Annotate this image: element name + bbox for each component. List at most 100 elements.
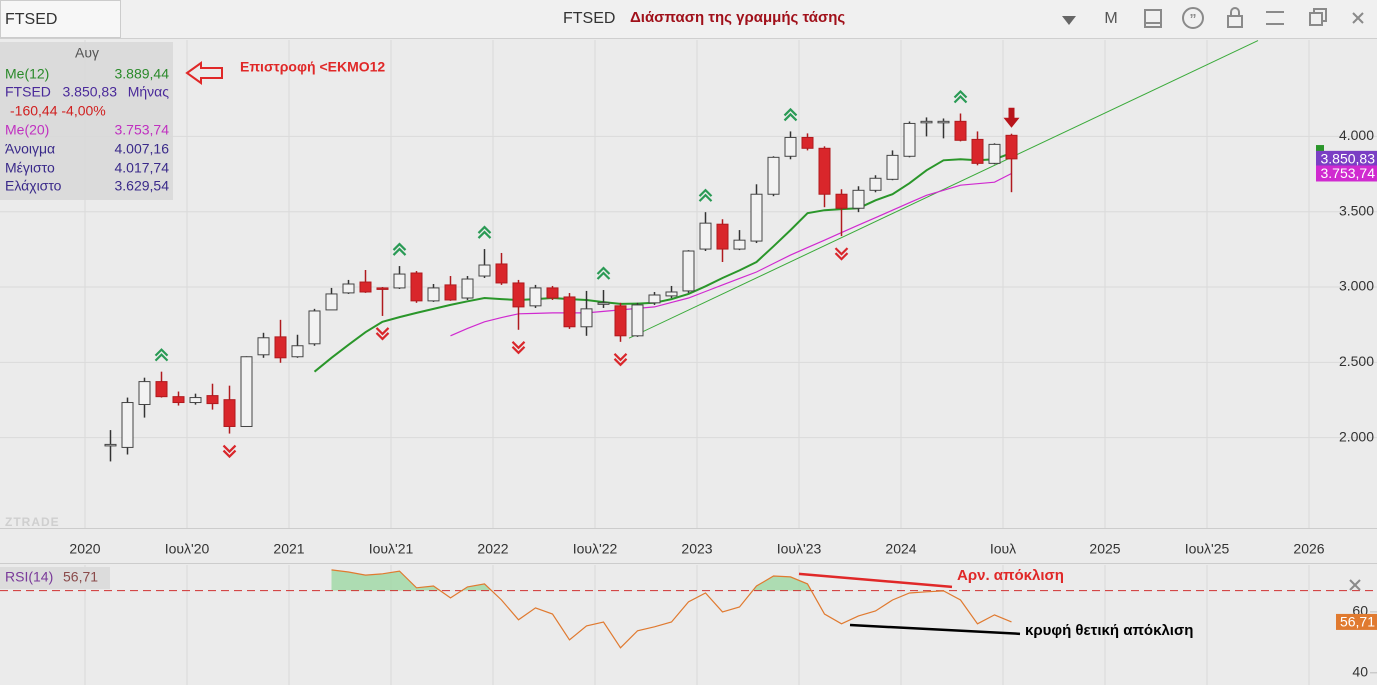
candle-body [954,120,967,141]
candle-body [308,310,321,345]
candle-body [835,193,848,209]
candle-body [716,223,729,250]
readout-label: Me(12) [5,66,49,82]
candle-body [903,122,916,157]
candle-body [342,283,355,294]
readout-value: 4.007,16 [115,141,170,157]
divergence-label: Αρν. απόκλιση [957,567,1064,584]
sell-signal [511,341,526,355]
rsi-close-button[interactable] [1349,579,1361,591]
readout-change: -160,44 -4,00% [10,103,106,119]
candle-body [665,291,678,297]
x-tick-label: 2021 [273,541,304,557]
sell-signal [834,247,849,261]
candle-body [937,120,950,124]
lock-button[interactable] [1227,7,1243,28]
price-tag-label: 3.850,83 [1321,151,1376,167]
x-tick-label: Ιουλ'23 [777,541,822,557]
x-tick-label: Ιουλ'20 [165,541,210,557]
x-tick-label: 2024 [885,541,916,557]
candle-body [376,287,389,290]
readout-value: 3.850,83 [63,84,118,100]
candle-body [597,302,610,305]
rsi-tag-label: 56,71 [1340,614,1375,630]
candle-body [461,278,474,299]
symbol-input[interactable] [0,0,121,38]
candle-body [257,337,270,356]
moving-average [313,152,1012,373]
x-tick-label: 2026 [1293,541,1324,557]
candle-body [495,263,508,284]
sell-signal [613,353,628,367]
candle-body [920,120,933,124]
candle-body [410,272,423,302]
y-tick-label: 2.000 [1339,428,1374,444]
candle-body [648,294,661,304]
y-tick-label: 3.500 [1339,202,1374,218]
sell-signal [222,444,237,459]
candle-body [444,284,457,301]
readout-label: Ελάχιστο [5,178,62,194]
plot-layer: Αρν. απόκλιση κρυφή θετική απόκλιση [0,40,1377,649]
readout-value: 3.753,74 [115,122,170,138]
readout-label: Me(20) [5,122,49,138]
candle-body [546,287,559,299]
candle-body [988,143,1001,164]
candle-body [614,305,627,337]
candle-body [155,381,168,398]
divergence-label: κρυφή θετική απόκλιση [1025,622,1193,639]
candle-body [699,222,712,250]
restore-button[interactable] [1309,8,1327,26]
candle-body [121,402,134,448]
candle-body [971,138,984,164]
candle-body [104,443,117,447]
candle-body [750,193,763,242]
grid-layer: 2020 Ιουλ'20 2021 Ιουλ'21 2022 Ιουλ'22 2023 Ιου… [0,40,1377,685]
menu-button[interactable] [1266,11,1284,25]
candle-body [172,396,185,404]
candle-body [223,399,236,427]
candle-body [325,293,338,311]
x-tick-label: Ιουλ [990,541,1016,557]
y-tick-label: 3.000 [1339,278,1374,294]
rsi-label-box [0,567,110,589]
candle-body [631,304,644,337]
candle-body [1005,134,1018,160]
panel-button[interactable] [1144,9,1162,28]
divergence-line [798,572,953,589]
moving-average [450,172,1012,337]
rsi-line [331,569,1012,649]
readout-label: Άνοιγμα [5,141,55,157]
rsi-value: 56,71 [63,569,98,585]
candle-body [393,273,406,289]
x-tick-label: Ιουλ'25 [1185,541,1230,557]
trendline [628,40,1259,339]
buy-signal [154,348,169,362]
buy-signal [953,89,968,104]
candle-body [291,345,304,358]
close-button[interactable] [1352,12,1364,24]
rsi-tag [1336,613,1377,630]
overbought-fill [331,569,812,591]
candle-body [512,282,525,308]
candle-body [580,308,593,328]
period-button[interactable]: M [1104,10,1117,27]
toolbar [0,0,1377,38]
buy-signal [698,188,713,202]
price-tag [1316,165,1377,182]
y-tick-label: 4.000 [1339,127,1374,143]
candle-body [767,156,780,195]
readout-value: 4.017,74 [115,160,170,176]
buy-signal [392,242,407,256]
price-tag-label: 3.753,74 [1321,165,1376,181]
candle-body [869,177,882,191]
comment-button[interactable]: ” [1182,7,1204,29]
candle-body [886,154,899,180]
dropdown-button[interactable] [1062,16,1076,25]
y-tick-label: 40 [1352,664,1368,680]
buy-signal [477,225,492,239]
alert-arrow [1003,107,1020,128]
candle-body [733,239,746,250]
